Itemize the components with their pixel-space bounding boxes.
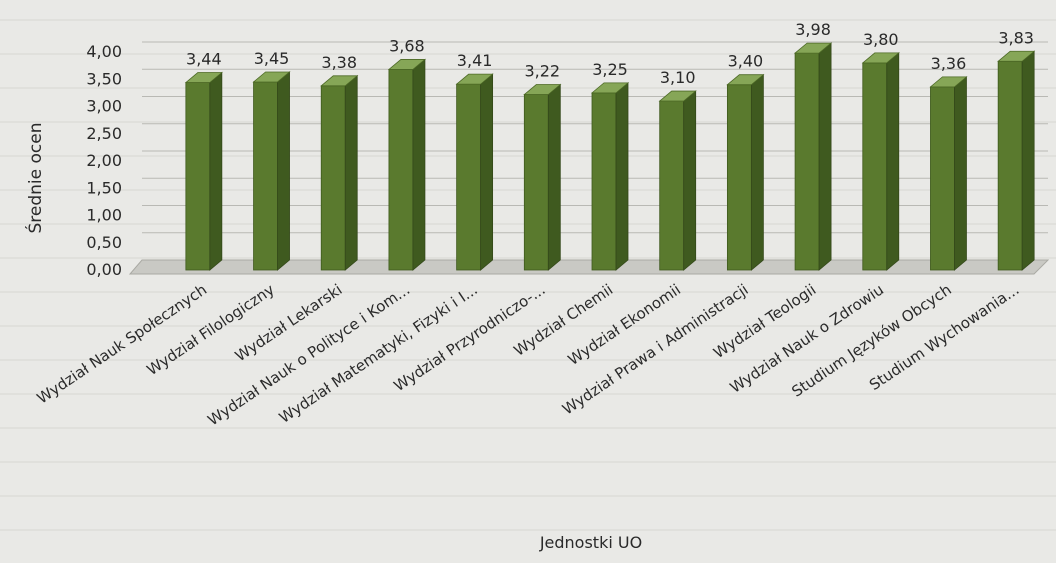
bar-side-face (344, 74, 358, 271)
bar-front-face (997, 60, 1023, 271)
bar (590, 82, 630, 271)
y-axis-ticks: 0,00 0,50 1,00 1,50 2,00 2,50 3,00 3,50 4,00 (86, 42, 122, 279)
x-axis-title: Jednostki UO (539, 533, 642, 552)
value-label: 3,10 (660, 68, 696, 87)
bar-top-face (658, 90, 697, 102)
bar (658, 90, 697, 271)
bar (997, 50, 1036, 271)
value-label: 3,68 (389, 36, 425, 55)
bar-side-face (277, 71, 290, 271)
bar-front-face (185, 82, 211, 271)
bar-top-face (523, 84, 562, 95)
value-label: 3,38 (321, 53, 357, 72)
value-label: 3,36 (931, 54, 967, 73)
y-tick-label: 1,50 (86, 178, 122, 197)
bar-side-face (209, 71, 223, 271)
value-labels: 3,44 3,45 3,38 3,68 3,41 3,22 3,25 3,10 3,40 3,98… (186, 20, 1034, 87)
bar-front-face (862, 62, 888, 271)
y-tick-label: 2,50 (86, 124, 122, 143)
bar (793, 42, 833, 271)
bar-top-face (455, 73, 494, 85)
bar-top-face (861, 52, 900, 64)
bar-top-face (387, 59, 427, 70)
bar-top-face (929, 76, 968, 88)
value-label: 3,83 (998, 28, 1034, 47)
bar-side-face (818, 42, 832, 271)
bar-front-face (726, 84, 752, 271)
bar-side-face (683, 90, 697, 271)
x-tick-label: Wydział Ekonomii (565, 280, 684, 369)
value-label: 3,98 (795, 20, 831, 39)
y-tick-label: 4,00 (86, 42, 122, 61)
bar-top-face (320, 75, 359, 87)
bar-side-face (954, 76, 967, 271)
bar-side-face (750, 73, 764, 271)
y-tick-label: 2,00 (86, 151, 122, 170)
bar (320, 74, 359, 271)
value-label: 3,80 (863, 30, 899, 49)
value-label: 3,44 (186, 50, 222, 69)
bar (523, 83, 562, 271)
bar-front-face (591, 92, 617, 271)
bar (726, 73, 765, 271)
bar-top-face (184, 72, 223, 83)
bar-front-face (253, 81, 278, 271)
value-label: 3,22 (524, 62, 560, 81)
bar-top-face (590, 82, 630, 94)
y-tick-label: 3,00 (86, 97, 122, 116)
bar-top-face (726, 74, 765, 86)
value-label: 3,45 (254, 49, 290, 68)
bar (387, 58, 427, 271)
bar-top-face (997, 50, 1036, 62)
bar-front-face (930, 86, 955, 271)
bar (252, 71, 291, 271)
bar-front-face (794, 52, 820, 271)
bar-top-face (252, 71, 291, 83)
bar-side-face (412, 58, 426, 271)
bar-top-face (793, 42, 833, 54)
bar-front-face (523, 94, 549, 271)
bar-front-face (388, 69, 414, 271)
bar (929, 76, 968, 271)
y-tick-label: 3,50 (86, 69, 122, 88)
bars (184, 42, 1036, 271)
bar-side-face (615, 82, 629, 271)
bar-front-face (320, 85, 346, 271)
bar (184, 71, 223, 271)
value-label: 3,25 (592, 60, 628, 79)
bar-side-face (886, 52, 900, 271)
value-label: 3,40 (728, 52, 764, 71)
value-label: 3,41 (457, 51, 493, 70)
y-axis-title: Średnie ocen (24, 123, 46, 234)
bar-side-face (547, 83, 561, 271)
bar-side-face (1021, 50, 1035, 271)
bar-front-face (659, 100, 685, 271)
bar (455, 73, 494, 271)
x-tick-label: Wydział Filologiczny (143, 280, 277, 379)
y-tick-label: 1,00 (86, 206, 122, 225)
bar (861, 52, 900, 271)
y-tick-label: 0,00 (86, 260, 122, 279)
y-tick-label: 0,50 (86, 233, 122, 252)
bar-side-face (480, 73, 494, 271)
bar-front-face (456, 83, 482, 271)
